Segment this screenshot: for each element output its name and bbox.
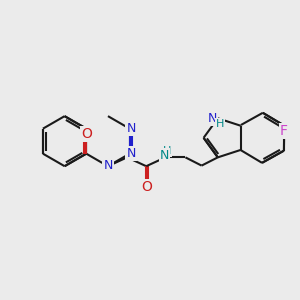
Text: N: N xyxy=(103,159,112,172)
Text: N: N xyxy=(126,122,136,135)
Text: N: N xyxy=(208,112,217,125)
Text: N: N xyxy=(160,149,169,162)
Text: H: H xyxy=(163,146,171,156)
Text: N: N xyxy=(126,147,136,160)
Text: H: H xyxy=(216,118,224,129)
Text: O: O xyxy=(81,127,92,141)
Text: F: F xyxy=(280,124,288,138)
Text: O: O xyxy=(141,180,152,194)
